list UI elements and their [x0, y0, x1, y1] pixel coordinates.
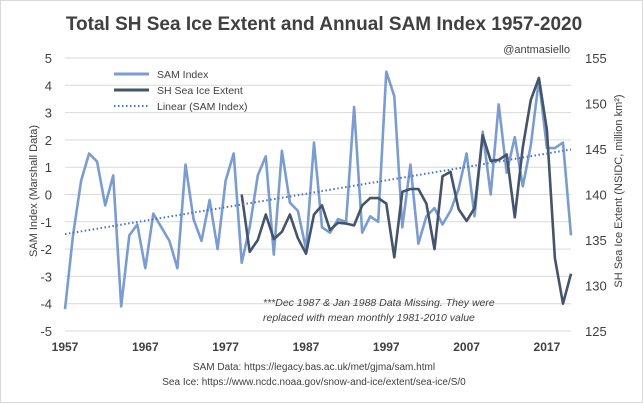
left-tick-label: -1	[40, 215, 52, 230]
left-axis-ticks: -5 -4 -3 -2 -1 0 1 2 3 4 5	[40, 51, 52, 339]
left-tick-label: -5	[40, 324, 52, 339]
source-seaice: Sea Ice: https://www.ncdc.noaa.gov/snow-…	[162, 377, 466, 388]
legend-label-linear: Linear (SAM Index)	[157, 101, 247, 113]
right-tick-label: 125	[585, 324, 607, 339]
right-tick-label: 140	[585, 188, 607, 203]
left-tick-label: 1	[45, 160, 52, 175]
right-tick-label: 135	[585, 233, 607, 248]
series-line-linear-trend	[64, 148, 572, 236]
left-tick-label: 3	[45, 106, 52, 121]
annotation-line-2: replaced with mean monthly 1981-2010 val…	[263, 312, 475, 324]
left-tick-label: -2	[40, 242, 52, 257]
x-tick-label: 2007	[453, 340, 480, 354]
right-tick-label: 150	[585, 97, 607, 112]
left-tick-label: 5	[45, 51, 52, 66]
annotation-line-1: ***Dec 1987 & Jan 1988 Data Missing. The…	[263, 297, 495, 309]
legend-label-seaice: SH Sea Ice Extent	[157, 85, 243, 97]
right-tick-label: 130	[585, 279, 607, 294]
right-axis-label: SH Sea Ice Extent (NSIDC, million km²)	[613, 94, 625, 287]
right-tick-label: 145	[585, 142, 607, 157]
series-line-sam-index	[63, 70, 573, 310]
left-tick-label: 2	[45, 133, 52, 148]
author-handle: @antmasiello	[503, 44, 570, 56]
legend-label-sam: SAM Index	[157, 69, 209, 81]
left-tick-label: -3	[40, 269, 52, 284]
chart-title: Total SH Sea Ice Extent and Annual SAM I…	[66, 14, 582, 35]
left-tick-label: 0	[45, 188, 52, 203]
x-tick-label: 1977	[212, 340, 239, 354]
x-axis-ticks: 1957 1967 1977 1987 1997 2007 2017	[52, 340, 561, 354]
x-tick-label: 1987	[293, 340, 320, 354]
right-tick-label: 155	[585, 51, 607, 66]
legend: SAM Index SH Sea Ice Extent Linear (SAM …	[114, 69, 247, 113]
left-tick-label: 4	[45, 78, 52, 93]
x-tick-label: 1997	[373, 340, 400, 354]
series-layer	[63, 70, 573, 310]
x-tick-label: 1967	[132, 340, 159, 354]
source-sam: SAM Data: https://legacy.bas.ac.uk/met/g…	[193, 362, 435, 373]
right-axis-ticks: 125 130 135 140 145 150 155	[585, 51, 607, 339]
left-tick-label: -4	[40, 297, 52, 312]
left-axis-label: SAM Index (Marshall Data)	[28, 125, 40, 257]
series-line-sea-ice-extent	[240, 76, 573, 306]
x-tick-label: 1957	[52, 340, 79, 354]
x-tick-label: 2017	[534, 340, 561, 354]
